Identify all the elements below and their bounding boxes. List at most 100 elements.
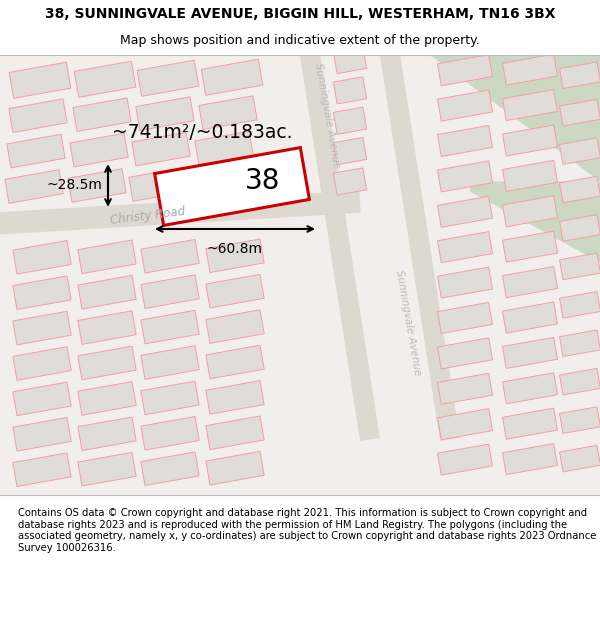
Polygon shape <box>13 347 71 380</box>
Polygon shape <box>206 381 264 414</box>
Polygon shape <box>78 311 136 344</box>
Polygon shape <box>502 408 557 439</box>
Text: 38: 38 <box>245 168 281 196</box>
Polygon shape <box>206 310 264 343</box>
Polygon shape <box>195 131 253 165</box>
Polygon shape <box>199 96 257 129</box>
Polygon shape <box>560 291 600 318</box>
Polygon shape <box>502 125 557 156</box>
Polygon shape <box>502 302 557 333</box>
Polygon shape <box>206 274 264 308</box>
Polygon shape <box>7 134 65 168</box>
Text: 38, SUNNINGVALE AVENUE, BIGGIN HILL, WESTERHAM, TN16 3BX: 38, SUNNINGVALE AVENUE, BIGGIN HILL, WES… <box>45 8 555 21</box>
Polygon shape <box>141 310 199 344</box>
Polygon shape <box>9 99 67 132</box>
Polygon shape <box>68 169 126 202</box>
Polygon shape <box>206 416 264 449</box>
Polygon shape <box>155 148 310 226</box>
Polygon shape <box>502 266 557 298</box>
Polygon shape <box>73 98 131 131</box>
Polygon shape <box>437 267 493 298</box>
Polygon shape <box>502 444 557 474</box>
Text: Sunningvale Avenue: Sunningvale Avenue <box>394 269 422 376</box>
Polygon shape <box>502 89 557 121</box>
Polygon shape <box>502 231 557 262</box>
Polygon shape <box>502 338 557 368</box>
Polygon shape <box>13 311 71 345</box>
Polygon shape <box>78 240 136 274</box>
Polygon shape <box>560 407 600 434</box>
Polygon shape <box>206 451 264 485</box>
Polygon shape <box>334 138 367 164</box>
Polygon shape <box>137 60 199 96</box>
Polygon shape <box>560 214 600 241</box>
Polygon shape <box>192 167 250 200</box>
Text: ~28.5m: ~28.5m <box>46 179 102 192</box>
Polygon shape <box>334 168 367 195</box>
Polygon shape <box>334 77 367 104</box>
Polygon shape <box>141 239 199 273</box>
Polygon shape <box>334 46 367 74</box>
Polygon shape <box>13 453 71 486</box>
Polygon shape <box>502 54 557 85</box>
Polygon shape <box>455 55 600 101</box>
Polygon shape <box>13 241 71 274</box>
Polygon shape <box>437 232 493 262</box>
Polygon shape <box>437 444 493 475</box>
Polygon shape <box>560 253 600 280</box>
Polygon shape <box>13 382 71 416</box>
Polygon shape <box>437 302 493 334</box>
Polygon shape <box>300 53 380 441</box>
Polygon shape <box>0 191 361 235</box>
Polygon shape <box>502 372 557 404</box>
Polygon shape <box>78 276 136 309</box>
Polygon shape <box>141 452 199 486</box>
Polygon shape <box>9 62 71 98</box>
Text: ~741m²/~0.183ac.: ~741m²/~0.183ac. <box>112 123 293 142</box>
Polygon shape <box>560 445 600 472</box>
Text: Sunningvale Avenue: Sunningvale Avenue <box>313 62 341 169</box>
Polygon shape <box>560 368 600 395</box>
Polygon shape <box>74 61 136 98</box>
Polygon shape <box>502 196 557 227</box>
Polygon shape <box>437 90 493 121</box>
Polygon shape <box>560 176 600 203</box>
Polygon shape <box>437 373 493 404</box>
Polygon shape <box>380 53 460 441</box>
Polygon shape <box>502 161 557 191</box>
Polygon shape <box>78 382 136 415</box>
Polygon shape <box>132 132 190 166</box>
Polygon shape <box>141 381 199 414</box>
Polygon shape <box>141 346 199 379</box>
Polygon shape <box>560 138 600 164</box>
Polygon shape <box>437 338 493 369</box>
Polygon shape <box>13 418 71 451</box>
Text: Contains OS data © Crown copyright and database right 2021. This information is : Contains OS data © Crown copyright and d… <box>18 508 596 552</box>
Text: ~60.8m: ~60.8m <box>207 242 263 256</box>
Polygon shape <box>206 345 264 379</box>
Polygon shape <box>560 330 600 357</box>
Polygon shape <box>201 59 263 95</box>
Polygon shape <box>560 99 600 126</box>
Polygon shape <box>437 54 493 86</box>
Polygon shape <box>437 196 493 228</box>
Polygon shape <box>560 62 600 89</box>
Polygon shape <box>141 416 199 450</box>
Polygon shape <box>136 97 194 131</box>
Polygon shape <box>141 275 199 309</box>
Polygon shape <box>437 126 493 156</box>
Polygon shape <box>129 168 187 201</box>
Polygon shape <box>78 417 136 451</box>
Polygon shape <box>437 161 493 192</box>
Text: Map shows position and indicative extent of the property.: Map shows position and indicative extent… <box>120 34 480 47</box>
Polygon shape <box>5 170 63 203</box>
Polygon shape <box>430 55 600 181</box>
Polygon shape <box>13 276 71 309</box>
Polygon shape <box>470 181 600 262</box>
Text: Christy Road: Christy Road <box>110 205 186 227</box>
Polygon shape <box>334 107 367 134</box>
Polygon shape <box>78 346 136 380</box>
Polygon shape <box>437 409 493 440</box>
Polygon shape <box>206 239 264 272</box>
Polygon shape <box>78 452 136 486</box>
